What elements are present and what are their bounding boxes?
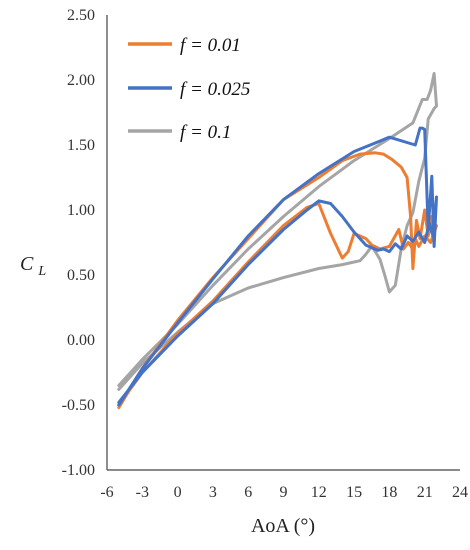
y-tick-label: 0.50 — [67, 267, 95, 284]
y-tick-label: -0.50 — [62, 397, 95, 414]
y-tick-labels: -1.00 -0.50 0.00 0.50 1.00 1.50 2.00 2.50 — [62, 7, 95, 479]
series-line-1 — [117, 126, 438, 407]
y-tick-label: 2.00 — [67, 72, 95, 89]
y-tick-label: -1.00 — [62, 462, 95, 479]
series-line-0 — [117, 151, 438, 410]
y-axis-title: C L — [20, 253, 46, 279]
x-tick-label: 9 — [280, 484, 288, 501]
y-tick-label: 2.50 — [67, 7, 95, 24]
x-tick-label: -3 — [136, 484, 149, 501]
axes-group — [106, 15, 460, 471]
y-tick-label: 1.00 — [67, 202, 95, 219]
x-axis-title: AoA (°) — [251, 515, 315, 537]
legend-label-1: f = 0.025 — [180, 79, 250, 100]
x-tick-label: -6 — [100, 484, 113, 501]
series-layer — [117, 72, 438, 410]
x-tick-label: 12 — [311, 484, 327, 501]
y-tick-label: 1.50 — [67, 137, 95, 154]
x-tick-label: 3 — [209, 484, 217, 501]
legend: f = 0.01 f = 0.025 f = 0.1 — [128, 35, 250, 143]
x-tick-label: 0 — [174, 484, 182, 501]
x-tick-label: 6 — [244, 484, 252, 501]
x-tick-label: 21 — [417, 484, 433, 501]
legend-label-2: f = 0.1 — [180, 122, 231, 143]
x-tick-label: 18 — [381, 484, 397, 501]
series-line-2 — [117, 72, 438, 391]
x-tick-label: 15 — [346, 484, 362, 501]
y-axis-title-main: C — [20, 253, 34, 275]
y-tick-label: 0.00 — [67, 332, 95, 349]
y-axis-title-sub: L — [37, 264, 46, 279]
legend-label-0: f = 0.01 — [180, 35, 241, 56]
x-tick-label: 24 — [452, 484, 468, 501]
x-tick-labels: -6 -3 0 3 6 9 12 15 18 21 24 — [100, 484, 468, 501]
